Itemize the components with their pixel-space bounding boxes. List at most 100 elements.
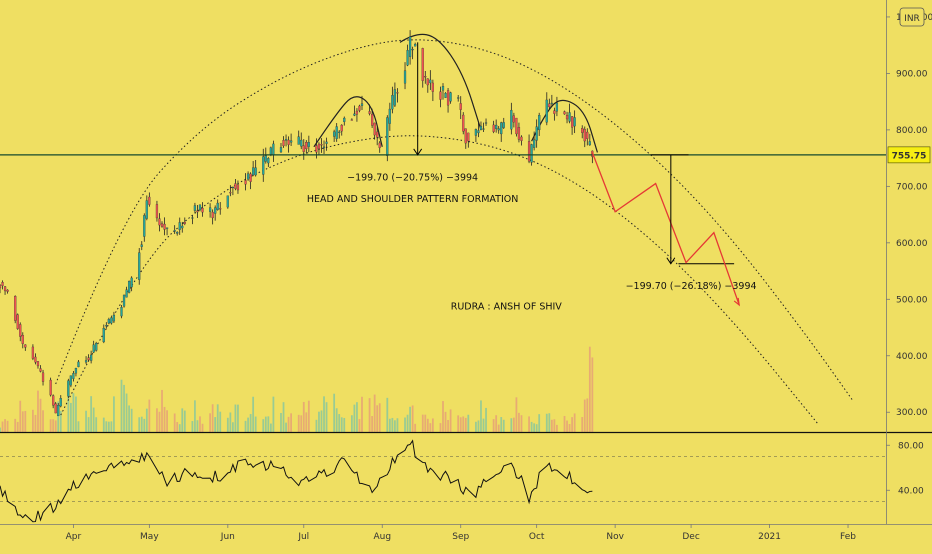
candle-body — [107, 318, 110, 324]
candle-body — [143, 215, 146, 237]
candle-body — [252, 167, 255, 176]
y-tick-label: 900.00 — [896, 69, 928, 79]
volume-bar — [32, 409, 34, 432]
candle-body — [52, 395, 55, 406]
volume-bar — [439, 423, 442, 432]
volume-bar — [232, 422, 234, 432]
candle-body — [284, 139, 288, 141]
volume-bar — [573, 413, 576, 432]
x-tick-label: Jun — [220, 532, 235, 542]
volume-bar — [497, 424, 500, 432]
volume-bar — [69, 402, 72, 432]
volume-bar — [530, 421, 533, 432]
candle-body — [74, 368, 78, 374]
candle-body — [388, 108, 391, 124]
candle-body — [376, 131, 379, 138]
currency-badge[interactable]: INR — [899, 7, 925, 27]
volume-bar — [480, 400, 482, 432]
volume-bar — [533, 423, 536, 432]
volume-bar — [216, 404, 219, 432]
candle-body — [350, 119, 353, 121]
volume-bar — [396, 418, 399, 432]
right-shoulder-arc — [531, 99, 598, 153]
volume-bar — [16, 421, 19, 432]
head-height-arrow-head — [413, 148, 423, 156]
volume-bar — [247, 417, 249, 432]
volume-bar — [158, 411, 161, 432]
candle-body — [160, 223, 164, 227]
candle-body — [138, 252, 141, 280]
volume-bar — [335, 408, 338, 432]
candle-body — [343, 117, 346, 122]
candle-body — [229, 192, 232, 194]
volume-bar — [77, 421, 80, 432]
candle-body — [403, 70, 407, 84]
volume-bar — [586, 398, 589, 432]
candle-body — [105, 325, 108, 327]
candle-body — [69, 375, 72, 386]
volume-bar — [307, 400, 310, 432]
volume-bar — [267, 416, 270, 432]
candle-body — [41, 372, 45, 382]
candle-body — [165, 227, 169, 229]
volume-bar — [92, 407, 95, 432]
volume-bar — [568, 424, 571, 432]
candle-body — [125, 289, 128, 298]
volume-bar — [181, 408, 184, 432]
candle-body — [140, 244, 143, 247]
left-shoulder-arc — [313, 96, 383, 148]
candle-body — [95, 343, 98, 351]
volume-bar — [21, 411, 24, 432]
y-tick-label: 700.00 — [896, 182, 928, 192]
candle-body — [267, 158, 270, 164]
candle-body — [14, 296, 17, 321]
volume-bar — [358, 419, 361, 432]
candle-body — [183, 222, 186, 224]
current-price-label: 755.75 — [892, 151, 927, 161]
candle-body — [6, 289, 9, 292]
volume-bar — [209, 413, 211, 432]
volume-bar — [426, 418, 429, 432]
candle-body — [3, 286, 7, 292]
volume-bar — [391, 417, 394, 432]
candle-body — [54, 403, 57, 414]
candle-body — [216, 202, 219, 210]
candle-body — [530, 144, 533, 163]
volume-bar — [449, 409, 452, 432]
volume-bar — [571, 417, 573, 432]
volume-bar — [588, 346, 591, 432]
candle-body — [371, 113, 374, 126]
volume-bar — [515, 397, 518, 432]
volume-bar — [285, 422, 287, 432]
volume-bar — [323, 396, 325, 432]
candle-body — [568, 112, 571, 122]
candle-body — [300, 139, 303, 147]
candle-body — [325, 141, 328, 144]
candle-body — [555, 102, 559, 112]
candle-body — [305, 142, 308, 150]
volume-bar — [110, 421, 113, 432]
candle-body — [34, 356, 37, 363]
candle-body — [145, 200, 148, 219]
volume-bar — [42, 410, 44, 432]
volume-bar — [75, 396, 77, 432]
volume-bar — [482, 418, 485, 432]
candle-body — [467, 132, 470, 142]
candle-body — [196, 210, 199, 213]
volume-bar — [67, 380, 70, 432]
candle-body — [163, 223, 166, 230]
candle-body — [176, 232, 179, 234]
candle-body — [515, 117, 518, 135]
volume-bar — [581, 417, 584, 432]
candle-body — [214, 207, 217, 214]
volume-bar — [176, 422, 179, 432]
volume-bar — [500, 417, 503, 432]
candle-body — [201, 207, 204, 213]
candle-body — [548, 103, 551, 108]
volume-bar — [477, 420, 480, 432]
volume-bar — [459, 417, 462, 432]
volume-bar — [442, 401, 444, 432]
candle-body — [538, 115, 541, 131]
volume-bar — [350, 415, 353, 432]
